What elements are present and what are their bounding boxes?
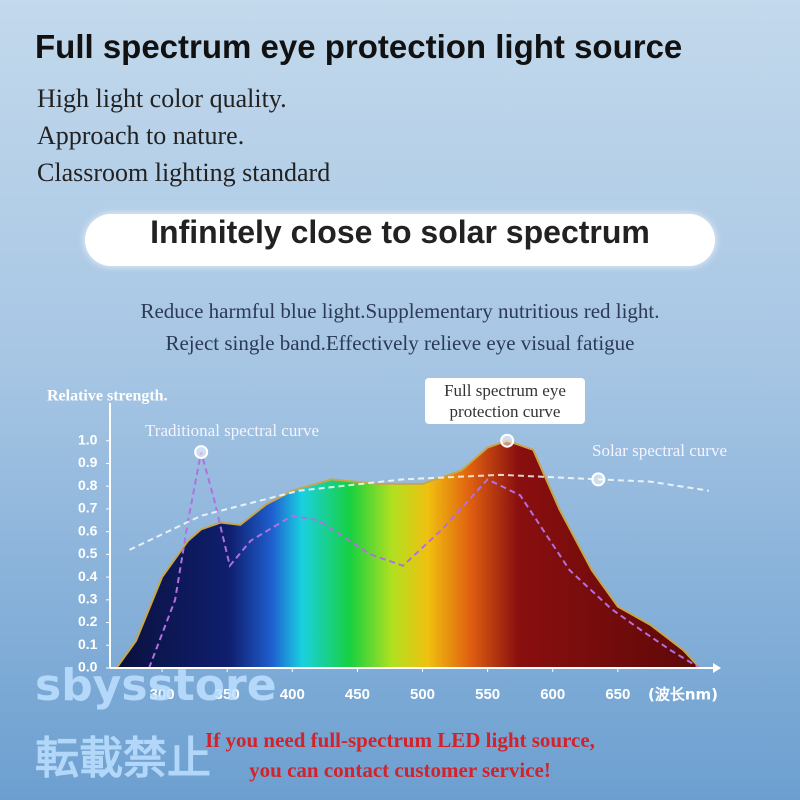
axis-arrow xyxy=(713,663,721,673)
feature-line: Approach to nature. xyxy=(37,121,245,150)
y-axis-label: Relative strength. xyxy=(47,388,168,405)
footer-line: If you need full-spectrum LED light sour… xyxy=(205,728,595,752)
x-tick-label: 400 xyxy=(280,686,305,703)
footer-line: you can contact customer service! xyxy=(249,758,551,782)
x-tick-label: 550 xyxy=(475,686,500,703)
series-label: Traditional spectral curve xyxy=(145,421,319,440)
description: Reject single band.Effectively relieve e… xyxy=(165,331,635,355)
y-tick-label: 0.1 xyxy=(78,636,98,652)
series-label: Solar spectral curve xyxy=(592,441,727,460)
x-tick-label: 300 xyxy=(150,686,175,703)
y-tick-label: 0.6 xyxy=(78,522,98,538)
watermark: sbysstore xyxy=(35,660,277,711)
curve-marker xyxy=(500,433,515,448)
series-label: Full spectrum eye protection curve xyxy=(425,378,585,424)
x-tick-label: 500 xyxy=(410,686,435,703)
x-tick-label: 650 xyxy=(605,686,630,703)
y-tick-label: 0.0 xyxy=(78,659,98,675)
badge: Infinitely close to solar spectrum xyxy=(85,214,715,266)
y-tick-label: 0.2 xyxy=(78,613,98,629)
y-tick-label: 0.9 xyxy=(78,454,98,470)
title: Full spectrum eye protection light sourc… xyxy=(35,28,683,65)
x-tick-label: 350 xyxy=(215,686,240,703)
x-tick-label: 600 xyxy=(540,686,565,703)
y-tick-label: 1.0 xyxy=(78,431,98,447)
watermark: 転載禁止 xyxy=(35,733,211,784)
x-axis-label: (波长nm) xyxy=(648,686,718,704)
feature-line: High light color quality. xyxy=(37,84,287,113)
y-tick-label: 0.4 xyxy=(78,568,98,584)
description: Reduce harmful blue light.Supplementary … xyxy=(140,299,660,323)
feature-line: Classroom lighting standard xyxy=(37,158,331,187)
y-tick-label: 0.7 xyxy=(78,500,98,516)
y-tick-label: 0.8 xyxy=(78,477,98,493)
spectrum-area xyxy=(114,439,703,669)
x-tick-label: 450 xyxy=(345,686,370,703)
y-tick-label: 0.3 xyxy=(78,591,98,607)
curve-marker xyxy=(194,445,209,460)
y-tick-label: 0.5 xyxy=(78,545,98,561)
spectrum-line xyxy=(129,473,710,551)
curve-marker xyxy=(591,472,606,487)
